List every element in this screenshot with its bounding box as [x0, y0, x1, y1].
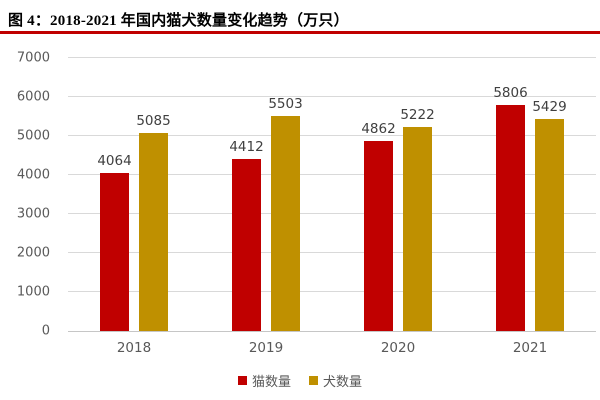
gridline: [68, 291, 596, 292]
legend-item-猫数量: 猫数量: [237, 371, 291, 390]
bar-犬数量-2021: 5429: [532, 99, 567, 331]
gridline: [68, 134, 596, 136]
x-tick-label: 2021: [512, 340, 548, 356]
gridline: [68, 95, 596, 97]
title-underline-rule: [0, 31, 600, 34]
gridline: [68, 174, 596, 175]
y-axis: 7000 6000 5000 4000 3000 2000 1000 0: [0, 51, 58, 339]
y-tick-label: 3000: [16, 206, 50, 222]
legend-label: 猫数量: [251, 375, 291, 390]
legend-swatch: [309, 376, 318, 385]
bar-value-label: 5085: [136, 112, 171, 129]
x-axis: 2018 2019 2020 2021: [68, 340, 596, 356]
gridline: [68, 212, 596, 214]
bar-group-2020: 4862 5222: [332, 58, 464, 331]
figure-title: 图 4：2018-2021 年国内猫犬数量变化趋势（万只）: [8, 13, 349, 29]
y-tick-label: 4000: [16, 167, 50, 183]
bar-猫数量-2021: 5806: [493, 85, 528, 331]
bar-value-label: 5222: [400, 107, 435, 124]
plot-area: 4064 5085 4412 5503 4862 5222 5806 5429: [68, 57, 596, 332]
legend: 猫数量 犬数量: [0, 371, 600, 390]
bar-value-label: 4064: [97, 152, 132, 169]
bar-犬数量-2018: 5085: [136, 113, 171, 331]
y-tick-label: 6000: [16, 89, 50, 105]
bar-猫数量-2018: 4064: [97, 153, 132, 331]
bar-group-2018: 4064 5085: [68, 58, 200, 331]
x-tick-label: 2018: [116, 340, 152, 356]
legend-item-犬数量: 犬数量: [309, 371, 362, 390]
bar-犬数量-2020: 5222: [400, 107, 435, 331]
bar-犬数量-2019: 5503: [268, 96, 303, 331]
y-tick-label: 5000: [16, 128, 50, 144]
y-tick-label: 7000: [16, 50, 50, 66]
bar-value-label: 4862: [361, 121, 396, 138]
gridline: [68, 252, 596, 253]
gridline: [68, 57, 596, 58]
bar-group-2021: 5806 5429: [464, 58, 596, 331]
bar-value-label: 4412: [229, 138, 264, 155]
y-tick-label: 2000: [16, 245, 50, 261]
x-tick-label: 2020: [380, 340, 416, 356]
x-tick-label: 2019: [248, 340, 284, 356]
bar-value-label: 5806: [493, 84, 528, 101]
bar-value-label: 5503: [268, 96, 303, 113]
bar-groups: 4064 5085 4412 5503 4862 5222 5806 5429: [68, 58, 596, 331]
x-axis-baseline: [68, 331, 596, 332]
bar-value-label: 5429: [532, 99, 567, 116]
bar-猫数量-2019: 4412: [229, 139, 264, 331]
bar-猫数量-2020: 4862: [361, 121, 396, 331]
legend-swatch: [237, 376, 247, 385]
y-tick-label: 1000: [16, 284, 50, 300]
bar-group-2019: 4412 5503: [200, 58, 332, 331]
legend-label: 犬数量: [323, 375, 363, 390]
y-tick-label: 0: [41, 323, 50, 339]
